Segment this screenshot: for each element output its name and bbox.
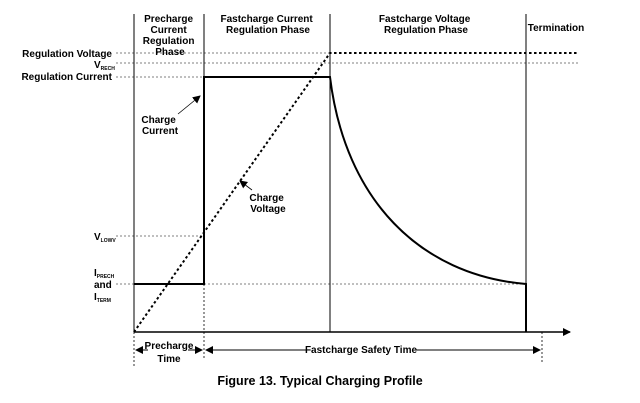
label-vrech: VRECH <box>94 60 115 72</box>
label-regulation-voltage: Regulation Voltage <box>22 49 112 60</box>
guide-lines <box>116 52 578 285</box>
figure-caption: Figure 13. Typical Charging Profile <box>217 374 422 388</box>
label-iterm: ITERM <box>94 292 111 304</box>
phase-title-termination: Termination <box>528 23 584 34</box>
annotation-charge-current: Charge Current <box>141 115 178 137</box>
label-vlowv: VLOWV <box>94 232 116 244</box>
annotation-charge-voltage: Charge Voltage <box>249 193 286 215</box>
label-and: and <box>94 280 112 291</box>
charge-current-pointer <box>177 95 201 115</box>
label-regulation-current: Regulation Current <box>21 72 112 83</box>
phase-title-fastcharge-current: Fastcharge Current Regulation Phase <box>220 14 315 36</box>
charge-voltage-curve <box>133 52 578 333</box>
label-iprech: IPRECH <box>94 268 115 280</box>
timing-dashed-drops <box>133 284 543 368</box>
charge-current-curve <box>134 76 527 332</box>
charge-voltage-pointer <box>239 180 253 191</box>
phase-title-fastcharge-voltage: Fastcharge Voltage Regulation Phase <box>379 14 473 36</box>
precharge-time-label-2: Time <box>157 354 181 365</box>
fastcharge-safety-time-label: Fastcharge Safety Time <box>305 345 418 356</box>
phase-title-precharge: Precharge Current Regulation Phase <box>143 14 197 58</box>
precharge-time-label-1: Precharge <box>145 341 194 352</box>
